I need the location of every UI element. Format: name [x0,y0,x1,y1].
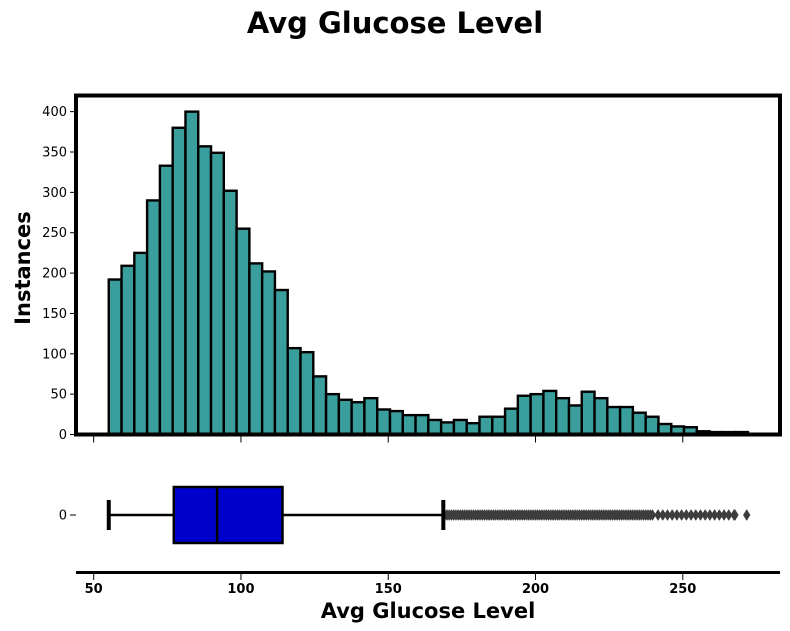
histogram-bar [478,415,494,436]
histogram-bar [503,407,520,436]
histogram-bar [248,262,264,436]
histogram-y-tick-label: 200 [42,267,67,282]
figure-title: Avg Glucose Level [247,6,543,40]
histogram-bar [516,394,532,436]
histogram-y-tick-label: 50 [50,388,67,403]
histogram-y-tick-label: 350 [42,146,67,161]
histogram-y-tick-label: 150 [42,307,67,322]
boxplot-y-tick-label: 0 [59,509,67,524]
histogram-bar [324,392,341,436]
histogram-bar [260,270,277,436]
histogram-bar [286,346,302,436]
boxplot-body [106,485,446,545]
histogram-bars [107,110,750,436]
boxplot-x-tick-label: 250 [669,582,696,597]
histogram-bar [273,288,289,436]
histogram-bar [235,227,251,436]
histogram-bar [350,401,366,436]
histogram-bar [401,413,417,436]
histogram-bar [606,405,622,436]
histogram-bar [414,413,430,436]
boxplot-x-tick-label: 100 [227,582,254,597]
histogram-bar [554,396,571,436]
histogram-bar [222,189,238,436]
histogram-bar [209,151,226,436]
boxplot-box [172,485,284,545]
boxplot-outlier [743,509,751,521]
boxplot-x-ticks: 50 100 150 200 250 [85,574,696,597]
histogram-bar [145,199,162,436]
histogram-y-axis-label: Instances [11,211,35,325]
histogram-y-tick-label: 100 [42,347,67,362]
histogram-bar [427,418,443,436]
histogram-bar [529,392,545,436]
histogram-x-ticks [93,436,684,443]
histogram-bar [491,415,507,436]
histogram-bar [644,415,660,436]
boxplot-outlier [731,509,739,521]
histogram-bar [171,126,187,436]
histogram-bar [120,264,136,436]
histogram-bar [184,110,200,436]
histogram-bar [312,375,328,436]
histogram-panel: 0 50 100 150 200 250 300 350 400 Instances [11,93,782,443]
histogram-bar [542,389,558,436]
histogram-bar [580,390,596,436]
histogram-bar [337,398,353,436]
boxplot-x-tick-label: 150 [375,582,402,597]
boxplot-x-axis-label: Avg Glucose Level [321,599,536,623]
histogram-bar [593,396,609,436]
histogram-bar [133,251,149,436]
histogram-bar [618,405,635,436]
histogram-y-tick-label: 300 [42,186,67,201]
histogram-bar [388,409,404,436]
histogram-bar [107,278,123,436]
boxplot-outlier [648,509,657,521]
histogram-frame [74,93,782,437]
boxplot-x-tick-label: 50 [85,582,103,597]
boxplot-x-tick-label: 200 [522,582,549,597]
histogram-bar [158,164,174,436]
histogram-bar [363,396,379,436]
histogram-y-ticks: 0 50 100 150 200 250 300 350 400 [42,105,76,443]
histogram-bar [299,350,315,436]
boxplot-panel: 0 50 100 150 200 250 Avg Glucose Level [59,485,780,623]
histogram-y-tick-label: 0 [59,428,67,443]
boxplot-outlier [725,509,733,521]
histogram-y-tick-label: 250 [42,226,67,241]
boxplot-outliers [441,509,751,521]
boxplot-y-ticks: 0 [59,509,76,524]
histogram-bar [631,411,647,436]
histogram-y-tick-label: 400 [42,105,67,120]
histogram-bar [376,408,392,436]
histogram-bar [452,418,468,436]
histogram-bar [567,404,583,436]
histogram-bar [197,145,213,436]
